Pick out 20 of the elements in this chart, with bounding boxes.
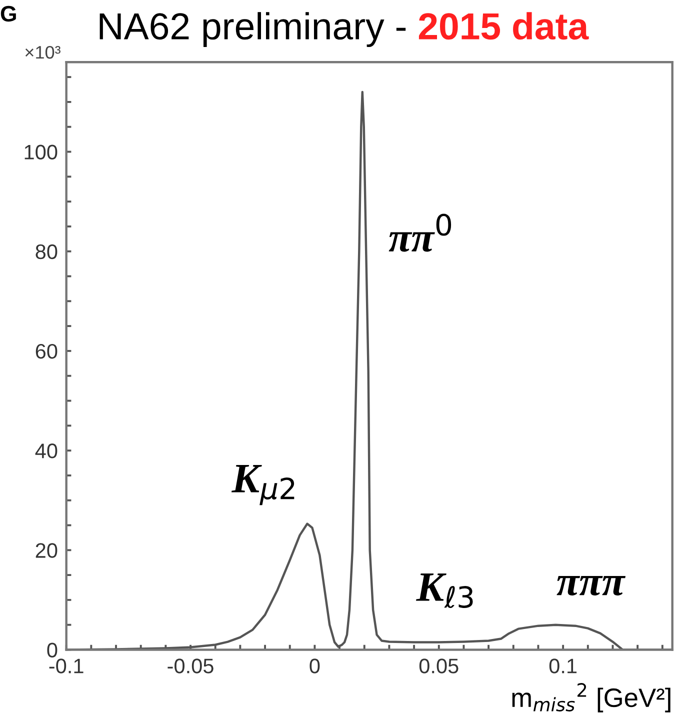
x-tick-label: 0 [310,658,320,674]
y-tick-label: 40 [35,444,58,458]
x-tick-label: -0.05 [168,658,214,674]
annotation: K$_{μ2}$ [231,464,294,506]
annotation: πππ [556,576,626,596]
annotation: K$_{ℓ3}$ [416,573,473,608]
annotation: ππ$^{0}$ [388,214,452,252]
text: ×10³ [25,46,60,59]
y-tick-label: 100 [24,144,58,160]
text: G [0,6,16,22]
y-tick-label: 60 [36,344,58,359]
chart-subtitle: 2015 data [418,12,589,40]
chart-title: NA62 preliminary - [100,12,406,48]
x-tick-label: -0.1 [49,658,84,674]
y-tick-label: 80 [36,244,58,260]
x-tick-label: 0.1 [549,658,577,674]
y-tick-label: 20 [36,543,58,558]
y-tick-label: 0 [47,642,58,658]
x-axis-title: m$_{miss}$$^{2}$ [GeV²] [512,683,670,712]
x-tick-label: 0.05 [419,658,458,674]
